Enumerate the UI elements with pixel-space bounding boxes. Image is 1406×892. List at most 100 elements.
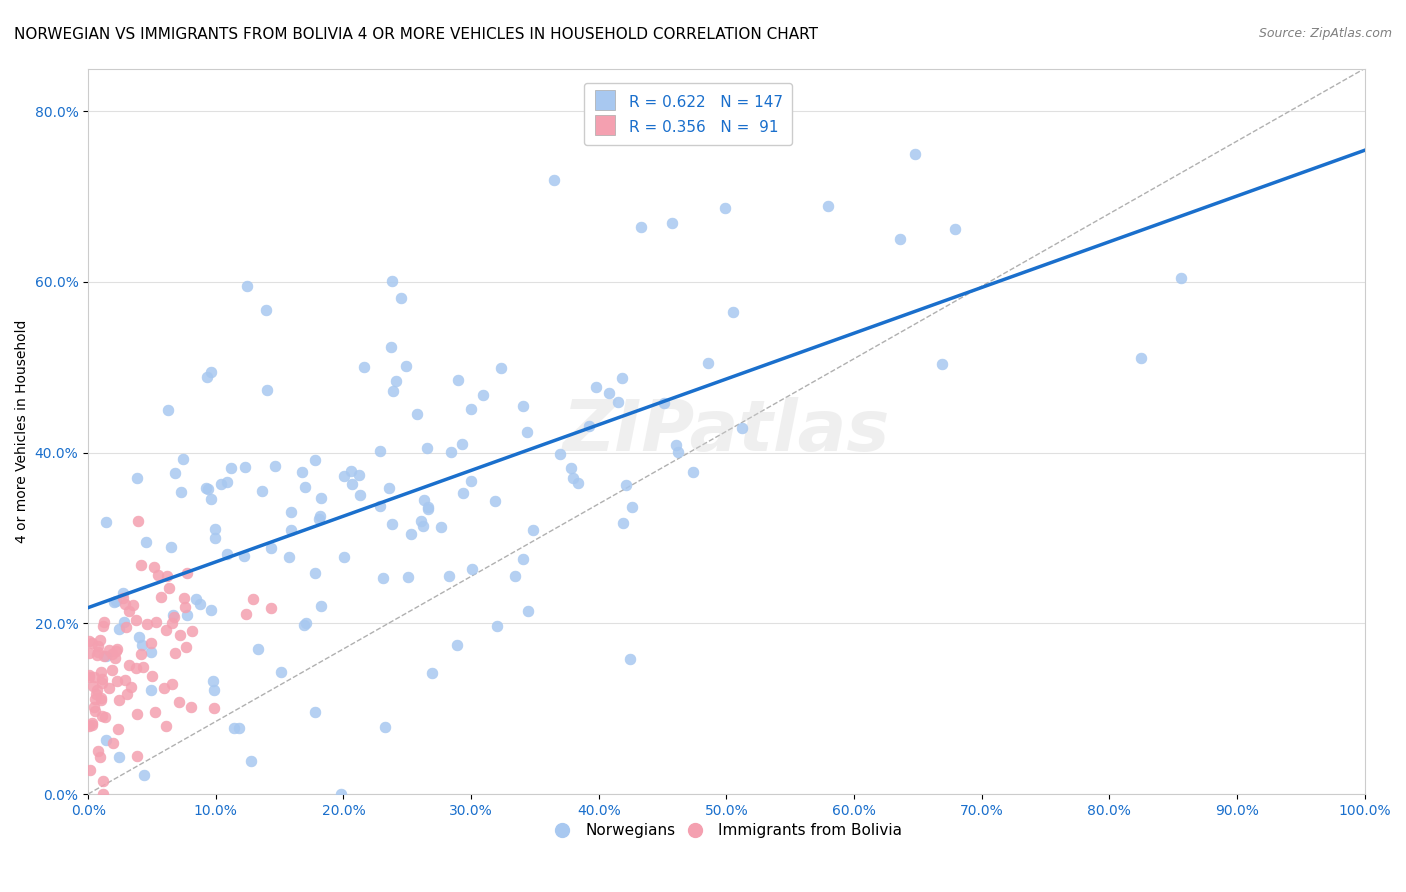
Point bbox=[104, 650, 127, 665]
Point bbox=[89, 750, 111, 764]
Y-axis label: 4 or more Vehicles in Household: 4 or more Vehicles in Household bbox=[15, 319, 30, 543]
Point bbox=[105, 674, 128, 689]
Point bbox=[239, 754, 262, 768]
Point bbox=[143, 560, 166, 574]
Point bbox=[90, 672, 112, 686]
Point bbox=[148, 568, 170, 582]
Point bbox=[79, 633, 101, 648]
Point bbox=[202, 674, 225, 689]
Point bbox=[122, 599, 145, 613]
Point bbox=[127, 471, 149, 485]
Point bbox=[522, 523, 544, 537]
Point bbox=[200, 603, 222, 617]
Point bbox=[105, 641, 128, 656]
Point bbox=[512, 399, 534, 413]
Point bbox=[460, 474, 482, 488]
Point bbox=[304, 705, 326, 719]
Point bbox=[90, 692, 112, 706]
Point bbox=[77, 719, 100, 733]
Point bbox=[543, 173, 565, 187]
Point bbox=[82, 680, 104, 694]
Point bbox=[128, 630, 150, 644]
Legend: Norwegians, Immigrants from Bolivia: Norwegians, Immigrants from Bolivia bbox=[544, 817, 908, 845]
Point bbox=[115, 620, 138, 634]
Point bbox=[101, 647, 124, 661]
Point bbox=[86, 648, 108, 662]
Point bbox=[82, 636, 104, 650]
Point bbox=[84, 687, 107, 701]
Point bbox=[114, 597, 136, 611]
Point bbox=[127, 706, 149, 721]
Point bbox=[139, 645, 162, 659]
Point bbox=[598, 386, 620, 401]
Point bbox=[107, 722, 129, 736]
Point bbox=[630, 219, 652, 234]
Point bbox=[90, 665, 112, 679]
Point bbox=[610, 371, 633, 385]
Point bbox=[665, 438, 688, 452]
Point bbox=[80, 716, 103, 731]
Point bbox=[294, 480, 316, 494]
Point bbox=[111, 591, 134, 606]
Point bbox=[96, 732, 118, 747]
Point bbox=[347, 467, 370, 482]
Point bbox=[308, 512, 330, 526]
Point bbox=[215, 475, 238, 489]
Point bbox=[254, 303, 277, 318]
Point bbox=[661, 216, 683, 230]
Point bbox=[197, 482, 219, 496]
Point bbox=[606, 395, 628, 409]
Point bbox=[83, 699, 105, 714]
Point bbox=[311, 491, 333, 505]
Point bbox=[516, 425, 538, 440]
Point bbox=[135, 616, 157, 631]
Point bbox=[309, 599, 332, 613]
Point bbox=[339, 464, 361, 478]
Point bbox=[505, 569, 527, 583]
Point bbox=[155, 719, 177, 733]
Point bbox=[86, 682, 108, 697]
Point bbox=[380, 340, 402, 354]
Point bbox=[342, 477, 364, 491]
Point bbox=[548, 447, 571, 461]
Point bbox=[200, 491, 222, 506]
Point bbox=[217, 547, 239, 561]
Point bbox=[132, 660, 155, 674]
Point bbox=[489, 361, 512, 376]
Point bbox=[91, 787, 114, 801]
Point bbox=[224, 722, 246, 736]
Point bbox=[209, 477, 232, 491]
Point bbox=[295, 615, 318, 630]
Point bbox=[120, 680, 142, 694]
Point bbox=[280, 523, 302, 537]
Point bbox=[277, 549, 299, 564]
Point bbox=[904, 147, 927, 161]
Point bbox=[162, 608, 184, 623]
Point bbox=[236, 279, 259, 293]
Point bbox=[153, 681, 176, 695]
Point bbox=[371, 571, 394, 585]
Point bbox=[87, 744, 110, 758]
Point bbox=[90, 675, 112, 690]
Point bbox=[87, 639, 110, 653]
Point bbox=[127, 514, 149, 528]
Point bbox=[195, 369, 218, 384]
Point bbox=[170, 484, 193, 499]
Point bbox=[155, 623, 177, 637]
Point bbox=[512, 552, 534, 566]
Point bbox=[156, 402, 179, 417]
Point bbox=[125, 661, 148, 675]
Point bbox=[94, 709, 117, 723]
Point bbox=[160, 677, 183, 691]
Point bbox=[169, 628, 191, 642]
Point bbox=[101, 736, 124, 750]
Point bbox=[440, 445, 463, 459]
Point bbox=[697, 356, 720, 370]
Point bbox=[156, 569, 179, 583]
Point bbox=[450, 437, 472, 451]
Point bbox=[396, 570, 419, 584]
Point bbox=[472, 388, 495, 402]
Point bbox=[145, 615, 167, 629]
Point bbox=[256, 383, 278, 397]
Point bbox=[516, 604, 538, 618]
